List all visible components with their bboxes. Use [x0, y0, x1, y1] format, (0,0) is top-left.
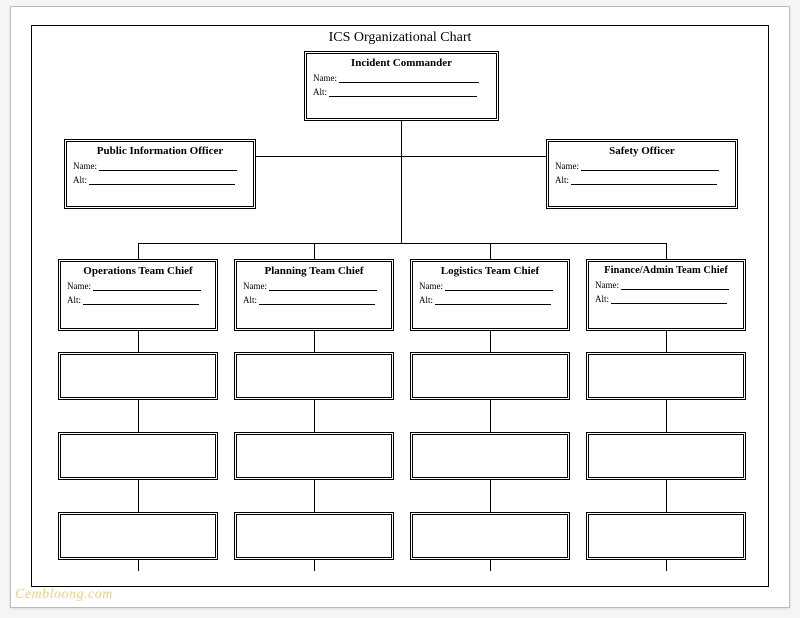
box-planning-chief: Planning Team Chief Name: Alt: [234, 259, 394, 331]
field-name: Name: [595, 280, 737, 290]
field-alt: Alt: [313, 87, 490, 97]
empty-box [586, 432, 746, 480]
box-public-information-officer: Public Information Officer Name: Alt: [64, 139, 256, 209]
field-name: Name: [73, 161, 247, 171]
empty-box [234, 432, 394, 480]
box-safety-officer: Safety Officer Name: Alt: [546, 139, 738, 209]
chart-title: ICS Organizational Chart [32, 30, 768, 46]
field-alt: Alt: [595, 294, 737, 304]
connector [256, 156, 546, 157]
field-alt: Alt: [73, 175, 247, 185]
box-title: Logistics Team Chief [419, 265, 561, 277]
box-title: Finance/Admin Team Chief [595, 265, 737, 276]
field-alt: Alt: [67, 295, 209, 305]
box-title: Public Information Officer [73, 145, 247, 157]
box-title: Incident Commander [313, 57, 490, 69]
field-alt: Alt: [555, 175, 729, 185]
watermark-text: Cembloong.com [15, 587, 113, 603]
page-sheet: ICS Organizational Chart Incident Comman… [10, 6, 790, 608]
field-alt: Alt: [243, 295, 385, 305]
empty-box [586, 352, 746, 400]
box-title: Planning Team Chief [243, 265, 385, 277]
field-name: Name: [555, 161, 729, 171]
connector [401, 121, 402, 243]
box-finance-admin-chief: Finance/Admin Team Chief Name: Alt: [586, 259, 746, 331]
empty-box [234, 512, 394, 560]
empty-box [410, 432, 570, 480]
box-title: Safety Officer [555, 145, 729, 157]
connector [666, 243, 667, 259]
empty-box [58, 352, 218, 400]
empty-box [58, 432, 218, 480]
empty-box [410, 352, 570, 400]
connector [138, 243, 666, 244]
box-logistics-chief: Logistics Team Chief Name: Alt: [410, 259, 570, 331]
field-name: Name: [313, 73, 490, 83]
connector [490, 243, 491, 259]
empty-box [410, 512, 570, 560]
empty-box [234, 352, 394, 400]
connector [138, 243, 139, 259]
field-name: Name: [419, 281, 561, 291]
chart-frame: ICS Organizational Chart Incident Comman… [31, 25, 769, 587]
empty-box [586, 512, 746, 560]
box-title: Operations Team Chief [67, 265, 209, 277]
connector [314, 243, 315, 259]
field-alt: Alt: [419, 295, 561, 305]
field-name: Name: [243, 281, 385, 291]
empty-box [58, 512, 218, 560]
box-operations-chief: Operations Team Chief Name: Alt: [58, 259, 218, 331]
box-incident-commander: Incident Commander Name: Alt: [304, 51, 499, 121]
field-name: Name: [67, 281, 209, 291]
